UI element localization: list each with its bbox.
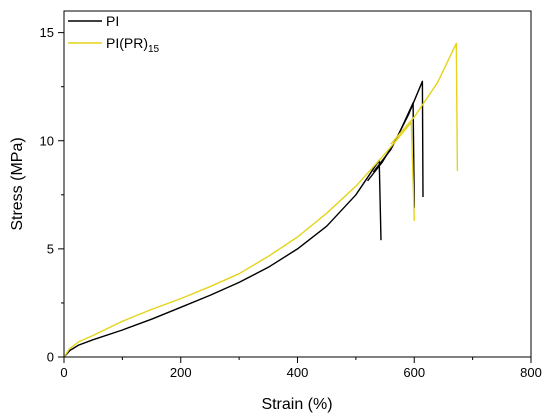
series-0-line-0 bbox=[63, 159, 382, 358]
series-1-line-1 bbox=[390, 42, 459, 172]
x-tick-label: 200 bbox=[170, 365, 192, 380]
x-tick-label: 400 bbox=[287, 365, 309, 380]
x-axis-title: Strain (%) bbox=[261, 396, 332, 413]
series-0-line-2 bbox=[372, 80, 424, 198]
y-tick-label: 0 bbox=[47, 350, 54, 365]
series-0-line-1 bbox=[367, 102, 415, 208]
y-tick-label: 5 bbox=[47, 241, 54, 256]
legend: PI PI(PR)15 bbox=[68, 13, 160, 55]
x-tick-label: 800 bbox=[520, 365, 542, 380]
plot-frame bbox=[63, 10, 532, 358]
legend-label-pi: PI bbox=[106, 13, 119, 29]
y-tick-label: 15 bbox=[40, 25, 54, 40]
series-1-line-0 bbox=[63, 121, 415, 358]
ticks-layer: 0 200 400 600 800 0 5 10 15 bbox=[40, 25, 542, 380]
y-axis-title: Stress (MPa) bbox=[9, 137, 26, 230]
x-tick-label: 0 bbox=[60, 365, 67, 380]
x-tick-label: 600 bbox=[403, 365, 425, 380]
y-tick-label: 10 bbox=[40, 133, 54, 148]
series-layer bbox=[63, 42, 459, 358]
legend-label-pipr15: PI(PR)15 bbox=[106, 35, 160, 55]
